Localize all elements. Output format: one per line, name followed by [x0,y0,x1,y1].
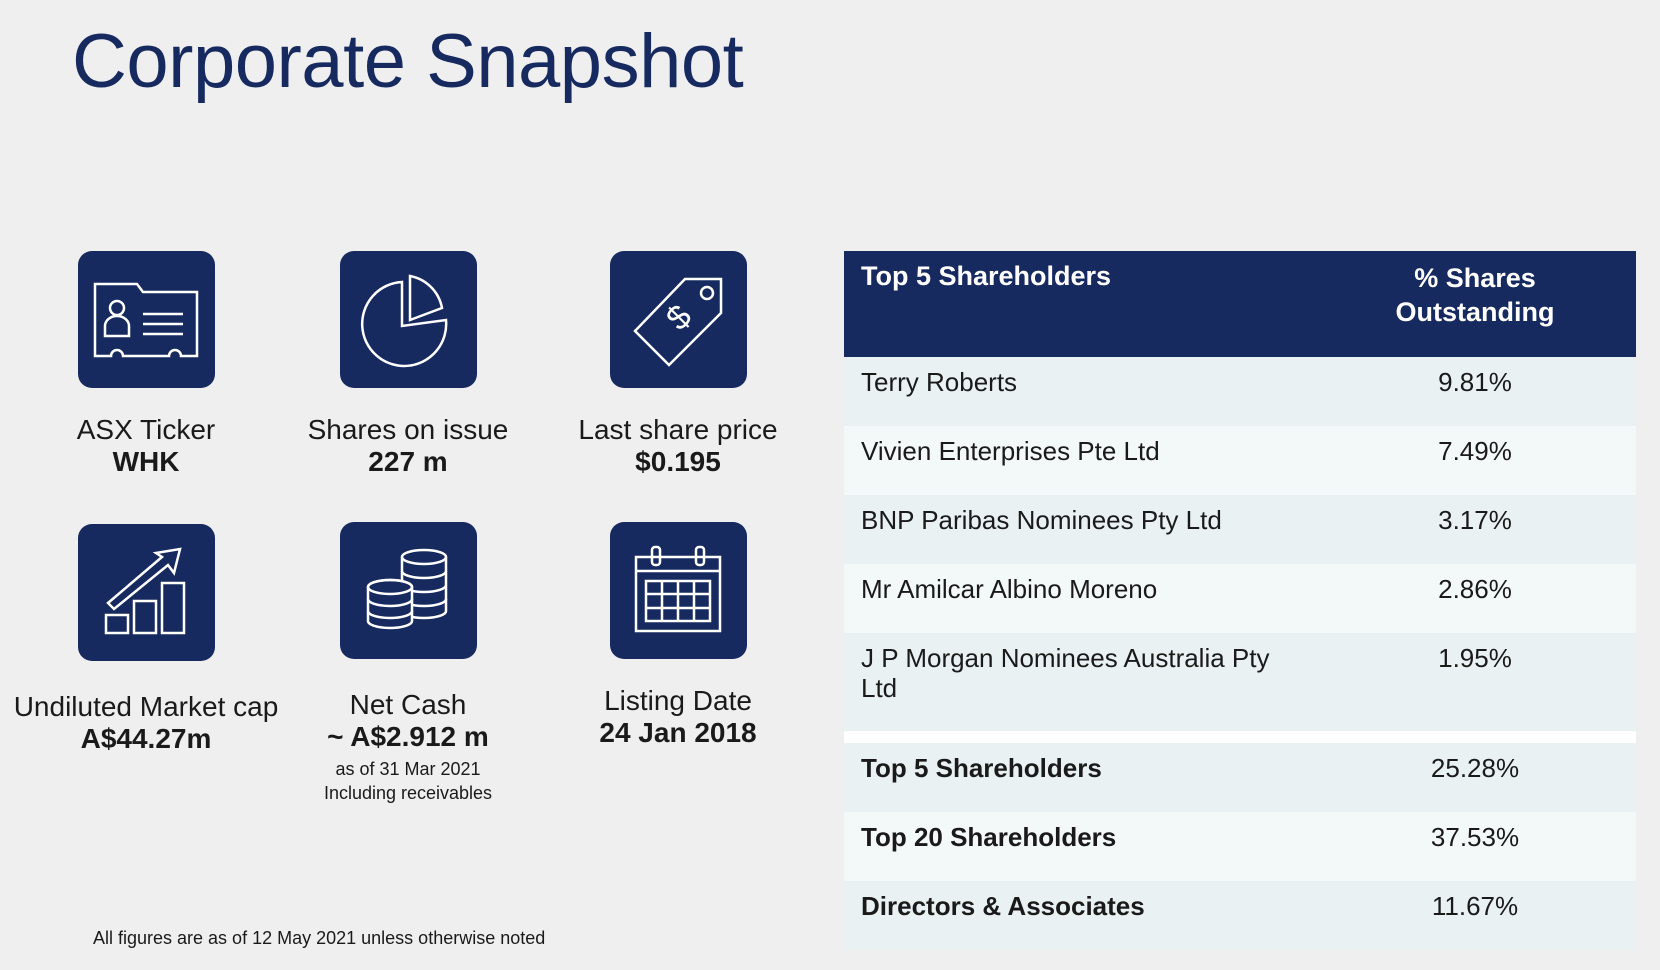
header-percent-line2: Outstanding [1395,297,1555,327]
shareholder-name: J P Morgan Nominees Australia Pty Ltd [844,633,1314,731]
table-divider [844,731,1636,743]
table-row: Terry Roberts 9.81% [844,357,1636,426]
table-row: BNP Paribas Nominees Pty Ltd 3.17% [844,495,1636,564]
header-percent: % Shares Outstanding [1314,251,1636,357]
page-title: Corporate Snapshot [72,19,744,104]
shareholder-pct: 7.49% [1438,436,1512,466]
growth-chart-icon [77,524,215,661]
metric-market-cap: Undiluted Market cap A$44.27m [0,524,296,755]
summary-label: Directors & Associates [861,891,1145,921]
shareholder-name: Vivien Enterprises Pte Ltd [861,436,1160,466]
shareholder-name-line1: J P Morgan Nominees Australia Pty [861,643,1270,673]
shareholder-pct: 3.17% [1438,505,1512,535]
metric-note-date: as of 31 Mar 2021 [335,759,481,779]
metric-label: Listing Date [604,685,752,716]
metric-last-share-price: $ Last share price $0.195 [528,251,828,478]
metric-label: Net Cash [349,689,467,720]
coins-icon [339,522,477,659]
header-percent-line1: % Shares [1414,263,1536,293]
summary-row: Directors & Associates 11.67% [844,881,1636,950]
shareholder-name: BNP Paribas Nominees Pty Ltd [861,505,1222,535]
metric-value: ~ A$2.912 m [327,721,489,752]
table-row: J P Morgan Nominees Australia Pty Ltd 1.… [844,633,1636,731]
shareholder-pct: 2.86% [1438,574,1512,604]
table-row: Vivien Enterprises Pte Ltd 7.49% [844,426,1636,495]
summary-pct: 37.53% [1430,822,1520,852]
price-tag-icon: $ [609,251,747,388]
metric-label: Undiluted Market cap [13,691,279,722]
metric-label: Last share price [578,414,778,445]
metric-label: Shares on issue [307,414,509,445]
shareholder-name: Mr Amilcar Albino Moreno [861,574,1158,604]
metric-label: ASX Ticker [76,414,216,445]
metric-listing-date: Listing Date 24 Jan 2018 [528,522,828,749]
summary-label: Top 20 Shareholders [861,822,1117,852]
metric-asx-ticker: ASX Ticker WHK [0,251,296,478]
svg-text:$: $ [659,297,699,337]
metric-value: 24 Jan 2018 [599,717,757,748]
metric-net-cash: Net Cash ~ A$2.912 m as of 31 Mar 2021 I… [258,522,558,805]
summary-label: Top 5 Shareholders [861,753,1102,783]
footnote: All figures are as of 12 May 2021 unless… [93,928,546,948]
shareholders-table: Top 5 Shareholders % Shares Outstanding … [844,251,1636,950]
metric-value: 227 m [368,446,448,477]
summary-pct: 11.67% [1431,891,1519,921]
pie-chart-icon [339,251,477,388]
shareholder-name-line2: Ltd [861,673,898,703]
metric-value: A$44.27m [80,723,212,754]
calendar-icon [609,522,747,659]
summary-row: Top 20 Shareholders 37.53% [844,812,1636,881]
metric-value: WHK [112,446,180,477]
metric-note: as of 31 Mar 2021 Including receivables [258,757,558,805]
summary-pct: 25.28% [1430,753,1520,783]
metric-value: $0.195 [635,446,721,477]
header-shareholders: Top 5 Shareholders [861,261,1112,291]
shareholder-pct: 1.95% [1438,643,1512,673]
id-card-icon [77,251,215,388]
summary-row: Top 5 Shareholders 25.28% [844,743,1636,812]
shareholder-name: Terry Roberts [861,367,1018,397]
metric-note-receivables: Including receivables [323,783,493,803]
metric-shares-on-issue: Shares on issue 227 m [258,251,558,478]
table-row: Mr Amilcar Albino Moreno 2.86% [844,564,1636,633]
shareholder-pct: 9.81% [1438,367,1512,397]
table-header: Top 5 Shareholders % Shares Outstanding [844,251,1636,357]
